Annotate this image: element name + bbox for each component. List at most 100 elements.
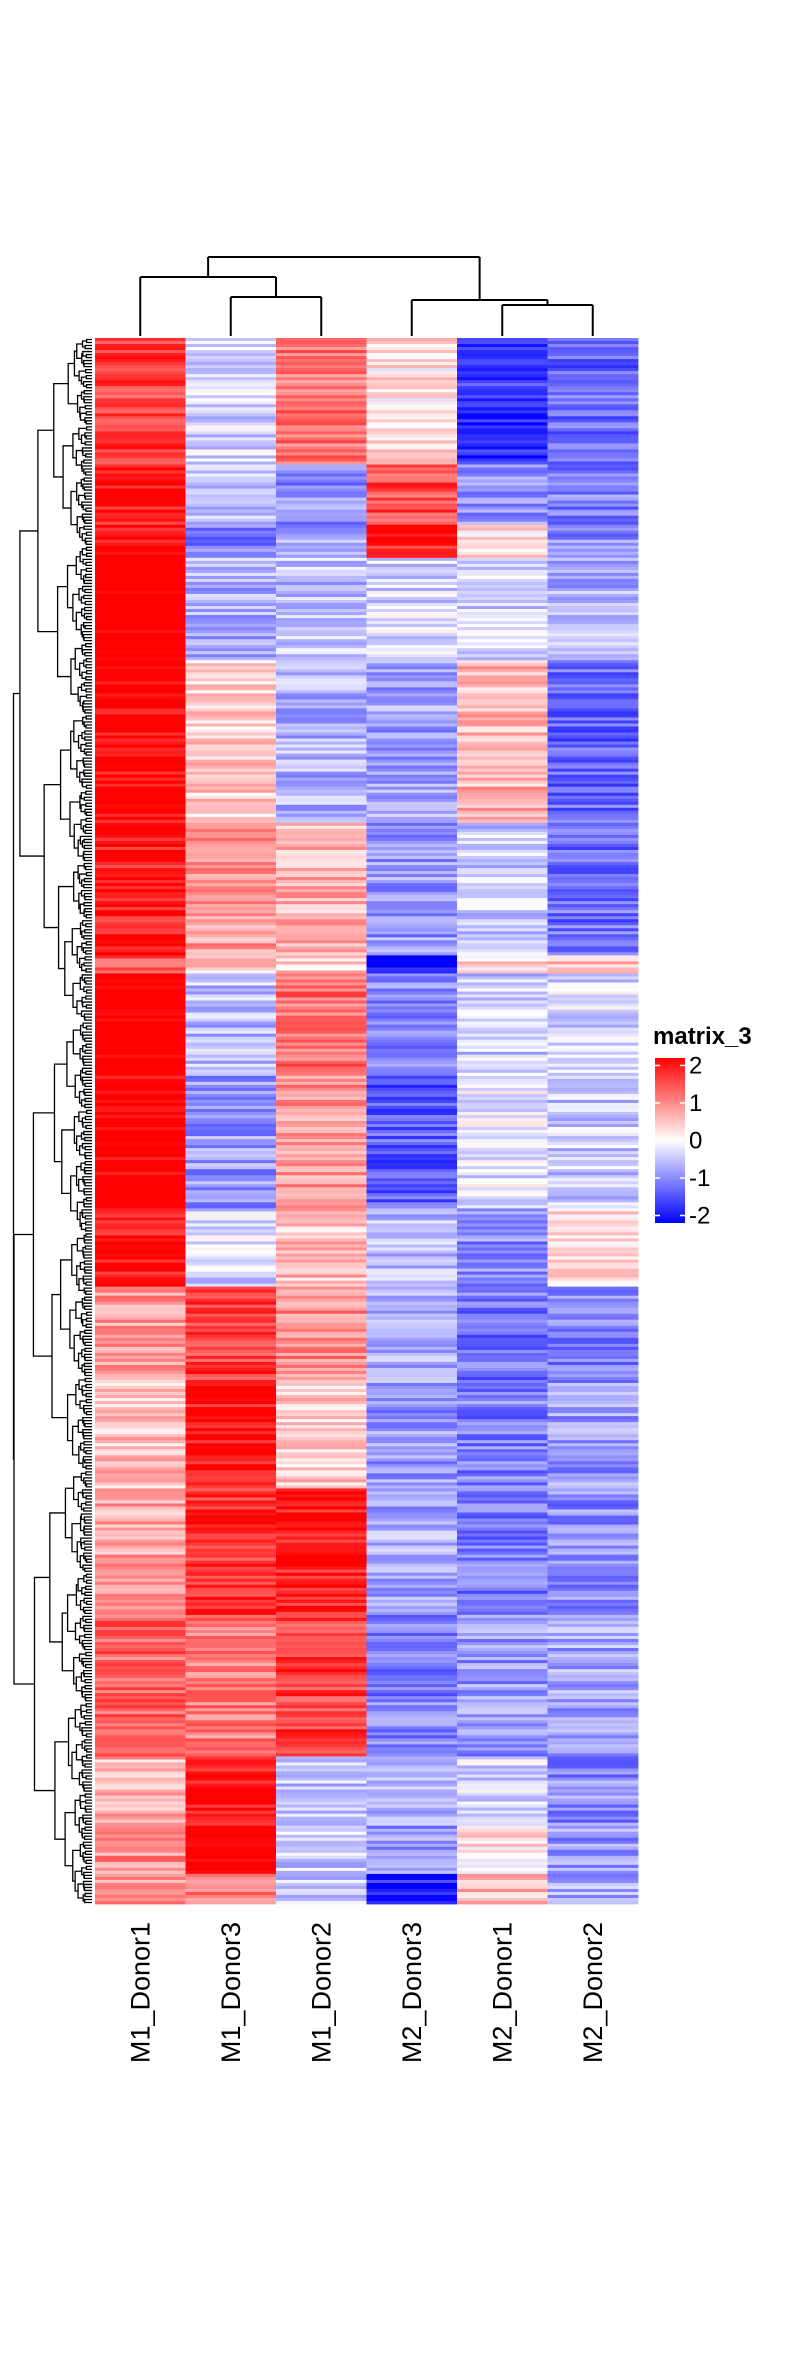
heatmap-cell bbox=[547, 1491, 639, 1495]
dendrogram-branch bbox=[84, 908, 92, 913]
heatmap-cell bbox=[457, 1813, 548, 1818]
heatmap-cell bbox=[185, 729, 277, 733]
heatmap-cell bbox=[276, 862, 367, 866]
heatmap-cell bbox=[366, 1458, 458, 1462]
heatmap-cell bbox=[457, 1316, 548, 1321]
heatmap-cell bbox=[457, 675, 548, 679]
heatmap-cell bbox=[95, 566, 186, 571]
heatmap-cell bbox=[95, 1894, 186, 1899]
heatmap-cell bbox=[457, 1696, 548, 1700]
heatmap-cell bbox=[185, 1404, 277, 1408]
heatmap-cell bbox=[457, 855, 548, 860]
heatmap-cell bbox=[95, 1870, 186, 1875]
heatmap-cell bbox=[366, 1741, 458, 1745]
heatmap-cell bbox=[185, 868, 277, 872]
dendrogram-branch bbox=[82, 1606, 92, 1613]
heatmap-cell bbox=[95, 1623, 186, 1628]
heatmap-cell bbox=[457, 1536, 548, 1540]
heatmap-cell bbox=[185, 1000, 277, 1004]
heatmap-cell bbox=[547, 615, 639, 619]
heatmap-cell bbox=[457, 723, 548, 727]
heatmap-cell bbox=[366, 1322, 458, 1327]
heatmap-cell bbox=[457, 1193, 548, 1197]
dendrogram-branch bbox=[77, 865, 85, 880]
heatmap-cell bbox=[276, 1897, 367, 1902]
heatmap-cell bbox=[276, 699, 367, 703]
heatmap-cell bbox=[185, 1696, 277, 1700]
heatmap-cell bbox=[276, 536, 367, 541]
heatmap-cell bbox=[366, 1894, 458, 1899]
heatmap-cell bbox=[276, 1434, 367, 1438]
heatmap-cell bbox=[276, 804, 367, 809]
heatmap-cell bbox=[547, 1045, 639, 1050]
heatmap-cell bbox=[185, 1102, 277, 1107]
heatmap-cell bbox=[547, 1515, 639, 1519]
dendrogram-branch bbox=[73, 1656, 80, 1685]
dendrogram-branch bbox=[84, 1170, 92, 1175]
heatmap-cell bbox=[457, 1452, 548, 1456]
heatmap-cell bbox=[276, 1268, 367, 1272]
heatmap-cell bbox=[457, 1533, 548, 1537]
heatmap-cell bbox=[547, 816, 639, 821]
heatmap-cell bbox=[366, 458, 458, 462]
heatmap-cell bbox=[276, 1105, 367, 1110]
heatmap-cell bbox=[366, 1208, 458, 1212]
heatmap-cell bbox=[276, 1762, 367, 1766]
heatmap-cell bbox=[547, 503, 639, 508]
heatmap-cell bbox=[276, 1657, 367, 1661]
dendrogram-branch bbox=[85, 353, 92, 359]
dendrogram-branch bbox=[84, 1739, 92, 1744]
heatmap-cell bbox=[547, 1642, 639, 1646]
heatmap-cell bbox=[547, 1738, 639, 1742]
heatmap-cell bbox=[276, 359, 367, 363]
dendrogram-branch bbox=[81, 1067, 92, 1074]
heatmap-cell bbox=[366, 1096, 458, 1101]
heatmap-cell bbox=[366, 807, 458, 812]
heatmap-cell bbox=[457, 1687, 548, 1691]
heatmap-cell bbox=[185, 958, 277, 962]
dendrogram-branch bbox=[78, 1090, 84, 1104]
dendrogram-branch bbox=[83, 486, 92, 491]
heatmap-cell bbox=[185, 1593, 277, 1598]
heatmap-cell bbox=[185, 1816, 277, 1821]
heatmap-cell bbox=[457, 1897, 548, 1902]
heatmap-cell bbox=[95, 1361, 186, 1366]
dendrogram-branch bbox=[80, 434, 86, 445]
heatmap-cell bbox=[366, 1376, 458, 1381]
heatmap-cell bbox=[95, 627, 186, 631]
heatmap-cell bbox=[185, 1081, 277, 1086]
heatmap-cell bbox=[457, 452, 548, 456]
heatmap-cell bbox=[366, 1289, 458, 1294]
heatmap-cell bbox=[276, 1142, 367, 1146]
dendrogram-branch bbox=[77, 686, 82, 702]
heatmap-cell bbox=[366, 1774, 458, 1778]
heatmap-cell bbox=[366, 1461, 458, 1465]
heatmap-cell bbox=[185, 1461, 277, 1465]
heatmap-cell bbox=[185, 1539, 277, 1544]
dendrogram-branch bbox=[83, 877, 92, 883]
dendrogram-branch bbox=[85, 1290, 92, 1295]
heatmap-cell bbox=[547, 1629, 639, 1634]
heatmap-cell bbox=[276, 1027, 367, 1032]
heatmap-cell bbox=[366, 1304, 458, 1309]
legend-ticks: 210-1-2 bbox=[655, 1053, 710, 1230]
heatmap-cell bbox=[276, 1117, 367, 1122]
heatmap-cell bbox=[95, 1316, 186, 1321]
heatmap-cell bbox=[457, 1090, 548, 1095]
heatmap-cell bbox=[457, 1578, 548, 1583]
heatmap-cell bbox=[95, 1527, 186, 1531]
heatmap-cell bbox=[95, 1828, 186, 1833]
heatmap-cell bbox=[95, 886, 186, 890]
heatmap-cell bbox=[185, 1882, 277, 1887]
heatmap-cell bbox=[185, 1087, 277, 1092]
heatmap-cell bbox=[185, 774, 277, 779]
heatmap-cell bbox=[547, 711, 639, 715]
heatmap-cell bbox=[276, 940, 367, 944]
heatmap-cell bbox=[185, 750, 277, 754]
heatmap-cell bbox=[366, 1678, 458, 1682]
heatmap-cell bbox=[95, 506, 186, 511]
heatmap-cell bbox=[547, 572, 639, 577]
heatmap-cell bbox=[457, 798, 548, 803]
heatmap-cell bbox=[547, 922, 639, 926]
heatmap-cell bbox=[95, 1717, 186, 1721]
